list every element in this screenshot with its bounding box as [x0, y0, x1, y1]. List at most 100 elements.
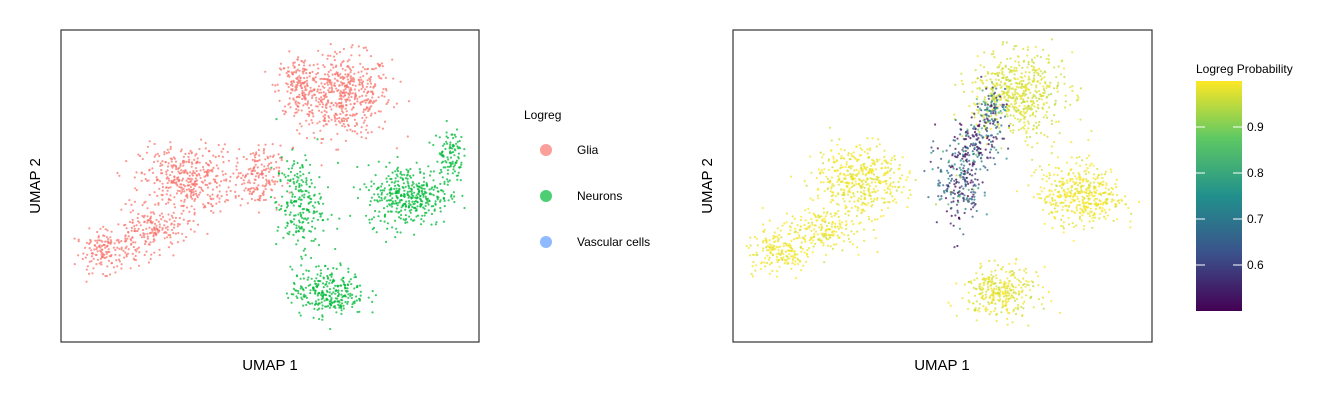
data-point: [1099, 200, 1102, 203]
data-point: [300, 216, 304, 219]
data-point: [348, 88, 351, 91]
data-point: [973, 294, 977, 297]
data-point: [1017, 86, 1020, 89]
data-point: [1124, 203, 1127, 206]
data-point: [1035, 121, 1038, 124]
data-point: [302, 289, 305, 292]
data-point: [1005, 297, 1008, 300]
data-point: [880, 167, 883, 170]
data-point: [837, 183, 840, 186]
data-point: [297, 56, 300, 59]
data-point: [358, 310, 361, 313]
data-point: [1000, 85, 1003, 88]
data-point: [125, 253, 128, 256]
data-point: [247, 168, 250, 171]
data-point: [428, 193, 431, 196]
data-point: [163, 231, 166, 234]
data-point: [149, 257, 152, 261]
data-point: [396, 196, 399, 199]
data-point: [1082, 228, 1085, 231]
data-point: [813, 235, 816, 239]
data-point: [1023, 300, 1026, 303]
data-point: [1045, 101, 1048, 104]
data-point: [92, 267, 95, 270]
data-point: [988, 279, 991, 282]
data-point: [453, 170, 456, 173]
data-point: [1048, 163, 1051, 166]
data-point: [432, 179, 435, 182]
data-point: [313, 186, 316, 189]
data-point: [848, 200, 851, 203]
data-point: [1084, 172, 1088, 175]
data-point: [840, 164, 843, 167]
data-point: [254, 156, 257, 159]
data-point: [1006, 291, 1009, 294]
data-point: [304, 254, 307, 257]
data-point: [363, 68, 367, 71]
y-axis-title-1: UMAP 2: [27, 158, 44, 214]
data-point: [368, 108, 371, 111]
data-point: [1012, 288, 1015, 292]
data-point: [354, 92, 357, 95]
data-point: [405, 217, 408, 221]
data-point: [962, 198, 966, 201]
data-point: [451, 133, 454, 136]
data-point: [165, 231, 168, 234]
data-point: [996, 264, 1000, 267]
data-point: [1045, 180, 1048, 183]
data-point: [1006, 57, 1009, 61]
data-point: [317, 101, 320, 104]
data-point: [793, 252, 796, 255]
data-point: [303, 76, 306, 80]
data-point: [402, 218, 405, 221]
data-point: [241, 183, 244, 186]
data-point: [211, 170, 214, 173]
data-point: [999, 103, 1002, 107]
data-point: [300, 83, 303, 86]
data-point: [773, 236, 776, 239]
data-point: [889, 191, 893, 194]
data-point: [426, 185, 429, 188]
data-point: [971, 215, 974, 218]
data-point: [113, 242, 116, 245]
data-point: [849, 165, 853, 168]
data-point: [315, 73, 318, 76]
data-point: [391, 58, 394, 61]
data-point: [198, 193, 201, 196]
data-point: [386, 101, 389, 104]
data-point: [832, 184, 835, 187]
data-point: [333, 116, 336, 119]
data-point: [1070, 189, 1073, 192]
data-point: [82, 252, 85, 255]
data-point: [296, 179, 299, 182]
data-point: [311, 94, 314, 97]
data-point: [392, 202, 396, 205]
data-point: [842, 173, 845, 176]
data-point: [767, 258, 771, 261]
data-point: [1076, 203, 1079, 206]
data-point: [1002, 286, 1005, 289]
data-point: [883, 159, 886, 162]
data-point: [1083, 197, 1086, 200]
data-point: [308, 229, 311, 233]
data-point: [1011, 273, 1014, 276]
data-point: [320, 82, 323, 85]
data-point: [1058, 132, 1061, 135]
data-point: [358, 284, 362, 287]
data-point: [1101, 177, 1104, 180]
data-point: [317, 265, 320, 268]
data-point: [786, 255, 789, 258]
data-point: [1075, 162, 1078, 165]
data-point: [387, 99, 390, 102]
data-point: [218, 184, 221, 187]
data-point: [265, 174, 268, 177]
data-point: [167, 198, 170, 201]
data-point: [1007, 85, 1011, 88]
data-point: [1063, 194, 1066, 197]
data-point: [955, 181, 958, 185]
data-point: [956, 209, 959, 212]
data-point: [763, 228, 766, 231]
data-point: [354, 273, 357, 276]
data-point: [264, 70, 267, 73]
data-point: [331, 87, 334, 91]
